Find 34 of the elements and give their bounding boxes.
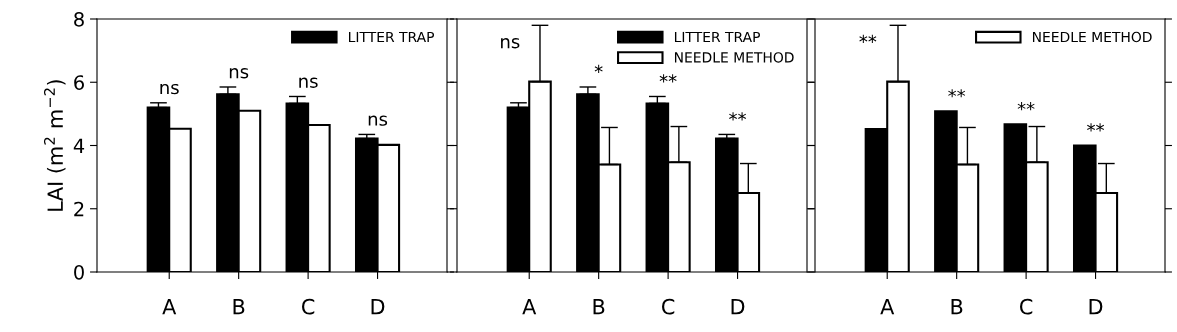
annotation: ** xyxy=(859,34,877,43)
annotation: ** xyxy=(948,89,966,98)
y-axis-title: LAI (m$^{2}$ m$^{−2}$) xyxy=(43,80,66,211)
legend-label: NEEDLE METHOD xyxy=(1032,31,1152,43)
y-tick-label: 8 xyxy=(74,11,84,27)
annotation: ** xyxy=(1017,102,1035,111)
y-tick-label: 6 xyxy=(74,75,84,90)
x-tick-label: B xyxy=(593,299,605,315)
y-tick-label: 2 xyxy=(74,201,84,217)
x-tick-label: A xyxy=(880,299,895,315)
annotation: ** xyxy=(1087,123,1105,132)
legend-label: LITTER TRAP xyxy=(674,31,760,43)
x-tick-label: C xyxy=(302,298,315,315)
x-tick-label: D xyxy=(371,299,385,315)
x-tick-label: A xyxy=(522,299,537,315)
x-tick-label: D xyxy=(1089,299,1103,315)
x-tick-label: A xyxy=(162,299,177,315)
legend-label: NEEDLE METHOD xyxy=(674,52,794,63)
x-tick-label: B xyxy=(951,299,963,315)
y-tick-label: 0 xyxy=(74,264,84,280)
x-tick-label: D xyxy=(731,299,745,315)
x-tick-label: C xyxy=(662,298,675,315)
annotation: ns xyxy=(299,77,318,88)
legend-label: LITTER TRAP xyxy=(349,31,435,43)
annotation: ns xyxy=(501,38,520,49)
annotation: ns xyxy=(229,68,249,79)
annotation: ** xyxy=(659,74,677,83)
annotation: ns xyxy=(368,115,388,126)
x-tick-label: B xyxy=(233,299,245,315)
x-tick-label: C xyxy=(1020,298,1033,315)
annotation: * xyxy=(594,64,603,74)
annotation: ** xyxy=(729,112,747,121)
y-tick-label: 4 xyxy=(73,138,85,153)
annotation: ns xyxy=(160,83,179,95)
